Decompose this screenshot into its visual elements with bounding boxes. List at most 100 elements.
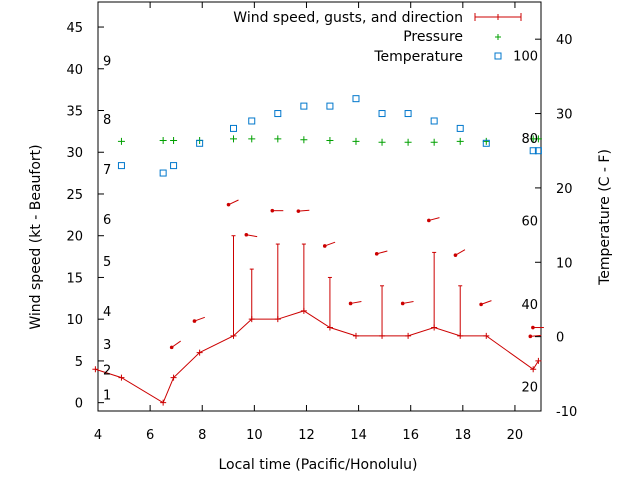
axes: 4 6 8 10 12 14 16 18 20051015202530354045-100102… [66, 2, 577, 443]
legend: Wind speed, gusts, and direction Pressure… [233, 10, 522, 65]
wind-direction-arrow [402, 301, 414, 304]
pressure-point [534, 135, 542, 143]
beaufort-label: 8 [103, 113, 111, 128]
pressure-point [326, 137, 334, 145]
wind-direction-head [528, 334, 533, 339]
wind-direction-arrow [480, 300, 492, 305]
x-tick-label: 10 [246, 428, 263, 443]
wind-direction-head [374, 252, 379, 256]
y-tick-label: 10 [66, 313, 83, 328]
wind-direction-head [244, 232, 249, 237]
beaufort-label: 1 [103, 388, 111, 403]
wind-direction-arrow [428, 217, 440, 221]
wind-direction-head [427, 218, 431, 223]
wind-direction-arrow [228, 199, 239, 206]
beaufort-label: 2 [103, 363, 111, 378]
wind-direction-head [322, 244, 327, 248]
y-tick-label: 30 [66, 146, 83, 161]
temperature-point [170, 162, 178, 170]
fahrenheit-label: 20 [521, 380, 538, 395]
temperature-point [196, 139, 204, 147]
pressure-point [456, 137, 464, 145]
wind-direction-arrow [530, 334, 542, 337]
temperature-point [117, 162, 125, 170]
legend-pressure-mark [495, 34, 501, 40]
temperature-point [159, 169, 167, 177]
wind-direction-arrow [324, 241, 336, 247]
wind-point [160, 399, 167, 406]
temperature-point [430, 117, 438, 125]
data-marks [92, 95, 544, 406]
plot-area [97, 1, 542, 412]
temperature-point [248, 117, 256, 125]
temperature-point [482, 139, 490, 147]
wind-point [379, 332, 386, 339]
wind-direction-arrow [171, 340, 181, 348]
wind-direction-arrow [194, 316, 205, 322]
pressure-point [170, 137, 178, 145]
wind-direction-arrow [376, 250, 388, 255]
wind-direction-head [531, 325, 535, 330]
y2-tick-label: -10 [556, 405, 577, 420]
wind-point [118, 374, 125, 381]
beaufort-label: 4 [103, 305, 111, 320]
temperature-point [378, 110, 386, 118]
temperature-point [352, 95, 360, 103]
beaufort-label: 5 [103, 255, 111, 270]
y-tick-label: 25 [66, 188, 83, 203]
beaufort-label: 7 [103, 163, 111, 178]
fahrenheit-label: 100 [513, 50, 538, 65]
x-tick-label: 14 [350, 428, 367, 443]
fahrenheit-label: 40 [521, 298, 538, 313]
temperature-point [534, 147, 542, 155]
wind-point [457, 332, 464, 339]
wind-point [326, 324, 333, 331]
legend-entry-wind: Wind speed, gusts, and direction [233, 10, 463, 26]
x-tick-label: 18 [455, 428, 472, 443]
fahrenheit-label: 60 [521, 215, 538, 230]
wind-direction-arrow [298, 209, 310, 212]
wind-point [230, 332, 237, 339]
wind-point [405, 332, 412, 339]
wind-direction-head [169, 345, 174, 350]
y2-tick-label: 20 [556, 182, 573, 197]
x-tick-label: 4 [94, 428, 102, 443]
legend-entry-temperature: Temperature [373, 49, 463, 65]
temperature-point [230, 124, 238, 132]
wind-point [352, 332, 359, 339]
temperature-point [529, 147, 537, 155]
pressure-point [300, 136, 308, 144]
y2-tick-label: 10 [556, 256, 573, 271]
pressure-point [159, 137, 167, 145]
wind-point [196, 349, 203, 356]
temperature-point [404, 110, 412, 118]
temperature-point [456, 124, 464, 132]
wind-point [431, 324, 438, 331]
y-tick-label: 15 [66, 271, 83, 286]
wind-point [530, 366, 537, 373]
legend-entry-pressure: Pressure [403, 29, 463, 45]
pressure-point [404, 138, 412, 146]
y-axis-label: Wind speed (kt - Beaufort) [28, 144, 44, 329]
wind-point [170, 374, 177, 381]
y2-tick-label: 30 [556, 108, 573, 123]
wind-direction-head [400, 301, 405, 306]
y2-tick-label: 0 [556, 331, 564, 346]
pressure-point [274, 135, 282, 143]
legend-temperature-mark [494, 52, 502, 60]
wind-direction-head [226, 202, 231, 207]
y-tick-label: 20 [66, 230, 83, 245]
temperature-point [300, 102, 308, 110]
x-tick-label: 16 [402, 428, 419, 443]
fahrenheit-label: 80 [521, 132, 538, 147]
wind-direction-head [296, 209, 301, 213]
x-tick-label: 20 [507, 428, 524, 443]
y-tick-label: 40 [66, 63, 83, 78]
wind-point [483, 332, 490, 339]
x-tick-label: 12 [298, 428, 315, 443]
pressure-point [230, 135, 238, 143]
pressure-point [117, 137, 125, 145]
x-tick-label: 8 [198, 428, 206, 443]
wind-direction-head [270, 208, 275, 213]
